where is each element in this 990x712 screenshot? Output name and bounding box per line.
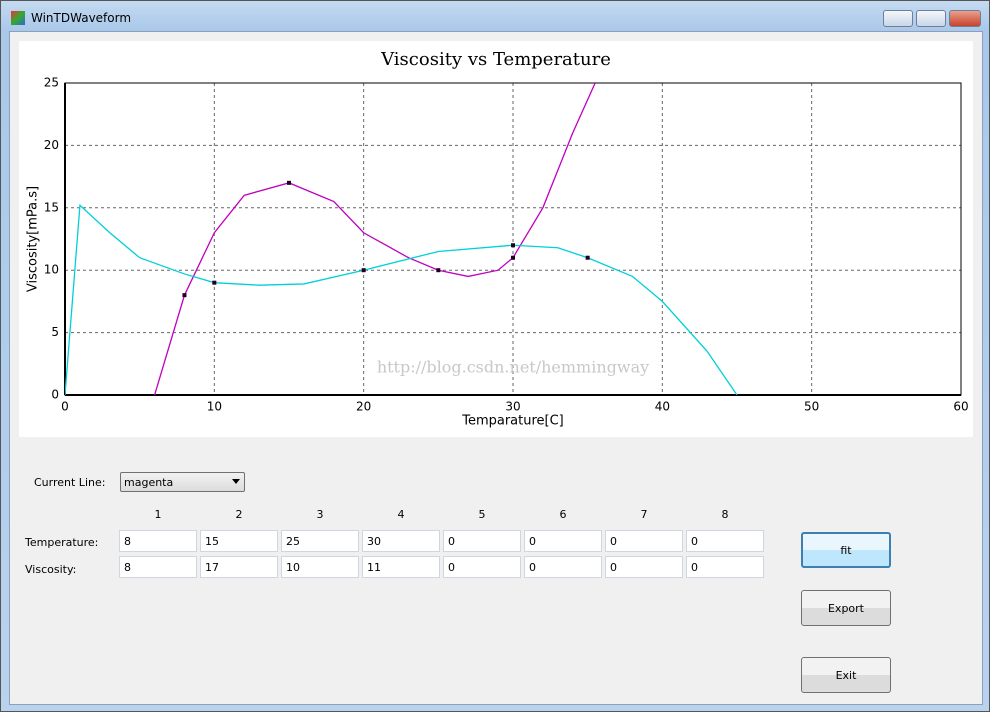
- y-axis-label: Viscosity[mPa.s]: [26, 186, 41, 292]
- data-point: [212, 280, 217, 285]
- temperature-input[interactable]: 0: [443, 530, 521, 552]
- y-tick-label: 25: [44, 76, 59, 90]
- data-point: [287, 180, 291, 185]
- current-line-combo[interactable]: magenta: [120, 472, 245, 492]
- button[interactable]: Export: [801, 590, 891, 626]
- button[interactable]: Exit: [801, 657, 891, 693]
- current-line-label: Current Line:: [34, 476, 106, 489]
- viscosity-input[interactable]: 8: [119, 556, 197, 578]
- data-point: [436, 268, 441, 273]
- viscosity-label: Viscosity:: [25, 563, 77, 576]
- column-header: 4: [397, 508, 405, 521]
- data-point: [585, 255, 590, 260]
- viscosity-input[interactable]: 0: [443, 556, 521, 578]
- y-tick-label: 5: [51, 325, 59, 339]
- temperature-label: Temperature:: [25, 536, 99, 549]
- column-header: 6: [559, 508, 567, 521]
- temperature-input[interactable]: 30: [362, 530, 440, 552]
- close-button[interactable]: [949, 10, 981, 27]
- viscosity-input[interactable]: 11: [362, 556, 440, 578]
- x-tick-label: 0: [61, 400, 69, 414]
- maximize-button[interactable]: [916, 10, 946, 27]
- combo-arrow: [232, 479, 240, 484]
- data-point: [182, 293, 187, 298]
- column-header: 3: [316, 508, 324, 521]
- temperature-input[interactable]: 8: [119, 530, 197, 552]
- fit-curve: [153, 83, 596, 395]
- viscosity-input[interactable]: 17: [200, 556, 278, 578]
- x-tick-label: 60: [953, 400, 968, 414]
- temperature-input[interactable]: 0: [605, 530, 683, 552]
- temperature-input[interactable]: 25: [281, 530, 359, 552]
- column-header: 1: [154, 508, 162, 521]
- y-tick-label: 15: [44, 200, 59, 214]
- window-title: WinTDWaveform: [31, 11, 132, 25]
- y-tick-label: 0: [51, 388, 59, 402]
- column-header: 8: [721, 508, 729, 521]
- minimize-button[interactable]: [883, 10, 913, 27]
- x-tick-label: 20: [356, 400, 371, 414]
- data-point: [511, 255, 515, 260]
- viscosity-input[interactable]: 0: [524, 556, 602, 578]
- y-tick-label: 10: [44, 263, 59, 277]
- x-tick-label: 30: [505, 400, 520, 414]
- viscosity-input[interactable]: 0: [686, 556, 764, 578]
- data-point: [361, 268, 366, 273]
- app-icon: [11, 11, 25, 25]
- temperature-input[interactable]: 0: [524, 530, 602, 552]
- temperature-input[interactable]: 0: [686, 530, 764, 552]
- column-header: 5: [478, 508, 486, 521]
- viscosity-input[interactable]: 0: [605, 556, 683, 578]
- temperature-input[interactable]: 15: [200, 530, 278, 552]
- x-tick-label: 50: [804, 400, 819, 414]
- button[interactable]: fit: [801, 532, 891, 568]
- data-point: [511, 243, 515, 248]
- x-axis-label: Temparature[C]: [461, 414, 564, 429]
- x-tick-label: 10: [207, 400, 222, 414]
- x-tick-label: 40: [655, 400, 670, 414]
- chart: Viscosity vs Temperature 0 5 10 15 20 25 0 10 20…: [19, 41, 973, 437]
- chart-title: Viscosity vs Temperature: [380, 49, 611, 70]
- combo-value: magenta: [124, 476, 174, 489]
- column-header: 2: [235, 508, 243, 521]
- column-header: 7: [640, 508, 648, 521]
- y-tick-label: 20: [44, 138, 59, 152]
- viscosity-input[interactable]: 10: [281, 556, 359, 578]
- watermark: http://blog.csdn.net/hemmingway: [377, 358, 649, 377]
